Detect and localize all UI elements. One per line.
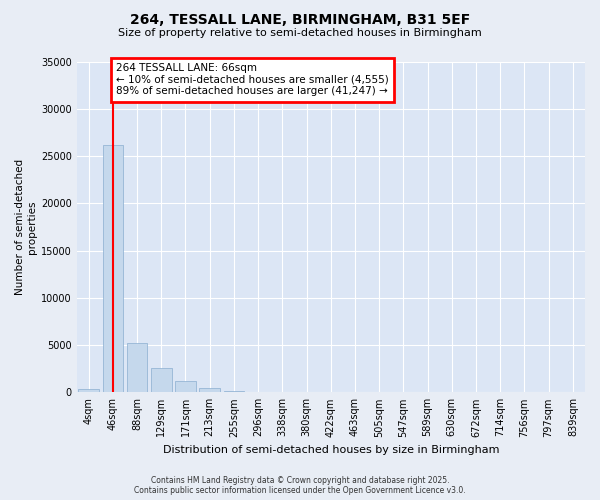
Text: 264, TESSALL LANE, BIRMINGHAM, B31 5EF: 264, TESSALL LANE, BIRMINGHAM, B31 5EF: [130, 12, 470, 26]
Text: Contains HM Land Registry data © Crown copyright and database right 2025.
Contai: Contains HM Land Registry data © Crown c…: [134, 476, 466, 495]
Text: 264 TESSALL LANE: 66sqm
← 10% of semi-detached houses are smaller (4,555)
89% of: 264 TESSALL LANE: 66sqm ← 10% of semi-de…: [116, 63, 389, 96]
Bar: [224, 391, 244, 392]
X-axis label: Distribution of semi-detached houses by size in Birmingham: Distribution of semi-detached houses by …: [163, 445, 499, 455]
Text: Size of property relative to semi-detached houses in Birmingham: Size of property relative to semi-detach…: [118, 28, 482, 38]
Bar: [175, 381, 196, 392]
Bar: [127, 343, 148, 392]
Bar: [103, 144, 123, 392]
Bar: [79, 390, 99, 392]
Y-axis label: Number of semi-detached
properties: Number of semi-detached properties: [15, 159, 37, 295]
Bar: [151, 368, 172, 392]
Bar: [199, 388, 220, 392]
